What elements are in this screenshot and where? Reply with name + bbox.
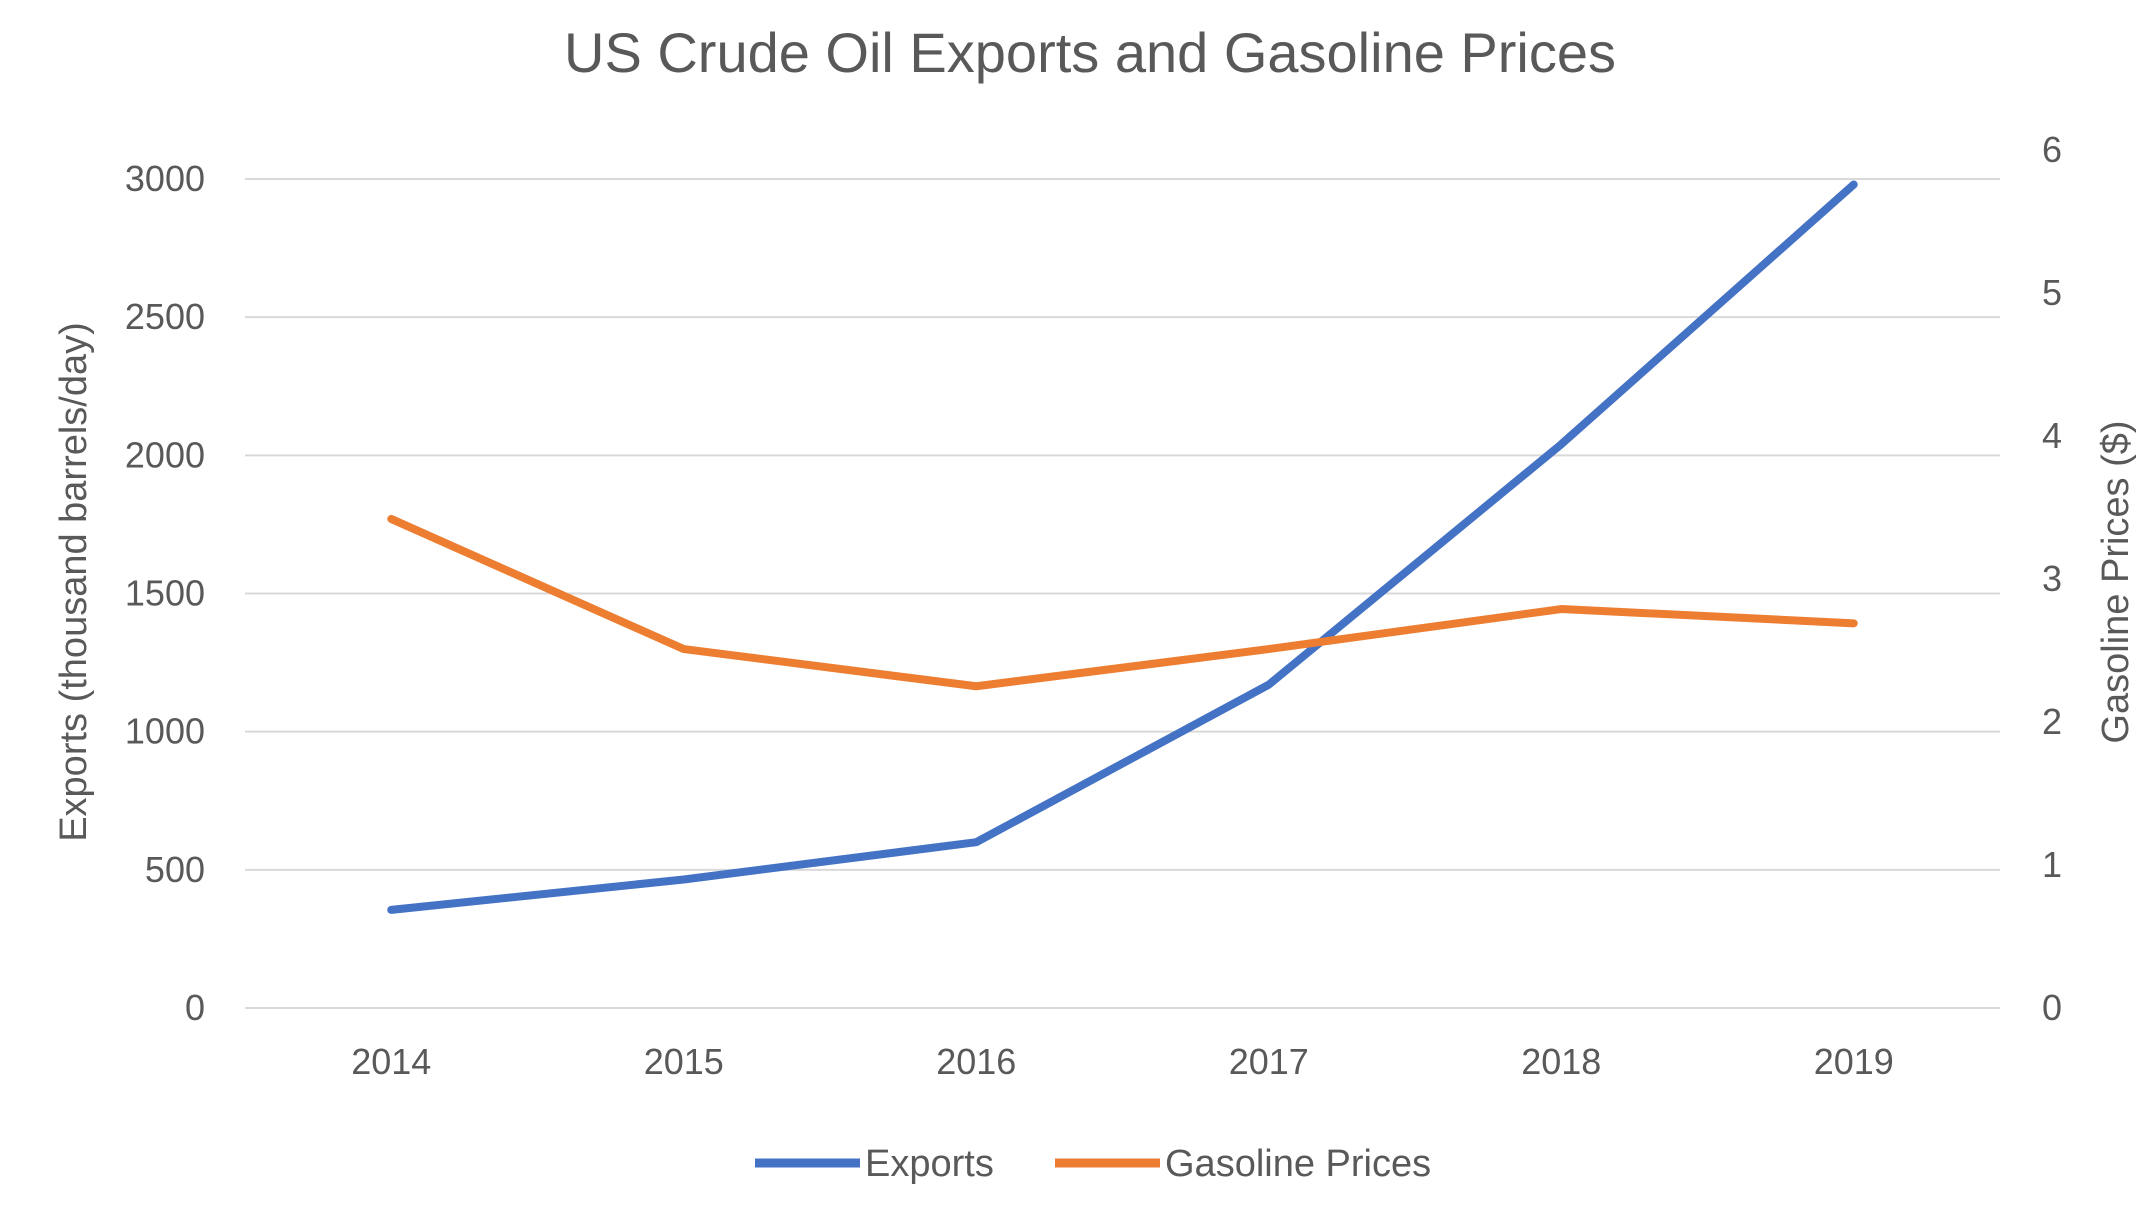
y2-tick-label: 4	[2042, 415, 2062, 456]
x-tick-label: 2018	[1521, 1041, 1601, 1082]
y2-tick-label: 1	[2042, 844, 2062, 885]
x-axis-ticks: 2014 2015 2016 2017 2018 2019	[351, 1041, 1894, 1082]
y-tick-label: 1000	[125, 711, 205, 752]
y-tick-label: 3000	[125, 158, 205, 199]
y2-tick-label: 0	[2042, 987, 2062, 1028]
y2-tick-label: 6	[2042, 129, 2062, 170]
y2-axis-label: Gasoline Prices ($)	[2095, 420, 2137, 743]
y-tick-label: 1500	[125, 573, 205, 614]
x-tick-label: 2019	[1814, 1041, 1894, 1082]
gridlines	[245, 178, 2000, 1009]
y-tick-label: 2000	[125, 434, 205, 475]
y-axis-label: Exports (thousand barrels/day)	[53, 322, 95, 842]
x-tick-label: 2014	[351, 1041, 431, 1082]
x-tick-label: 2017	[1229, 1041, 1309, 1082]
x-tick-label: 2016	[936, 1041, 1016, 1082]
legend-label: Exports	[865, 1143, 994, 1185]
y2-tick-label: 3	[2042, 558, 2062, 599]
left-axis-ticks: 0 500 1000 1500 2000 2500 3000	[125, 158, 205, 1028]
series-line-gasoline-prices	[387, 514, 1858, 691]
y2-tick-label: 5	[2042, 272, 2062, 313]
right-axis-ticks: 0 1 2 3 4 5 6	[2042, 129, 2062, 1028]
series-line-exports	[387, 180, 1858, 914]
chart-title: US Crude Oil Exports and Gasoline Prices	[564, 21, 1616, 84]
legend: Exports Gasoline Prices	[755, 1143, 1431, 1185]
y-tick-label: 2500	[125, 296, 205, 337]
series-lines	[387, 180, 1858, 914]
x-tick-label: 2015	[644, 1041, 724, 1082]
y-tick-label: 0	[185, 987, 205, 1028]
legend-label: Gasoline Prices	[1165, 1143, 1431, 1185]
y-tick-label: 500	[145, 849, 205, 890]
y2-tick-label: 2	[2042, 701, 2062, 742]
